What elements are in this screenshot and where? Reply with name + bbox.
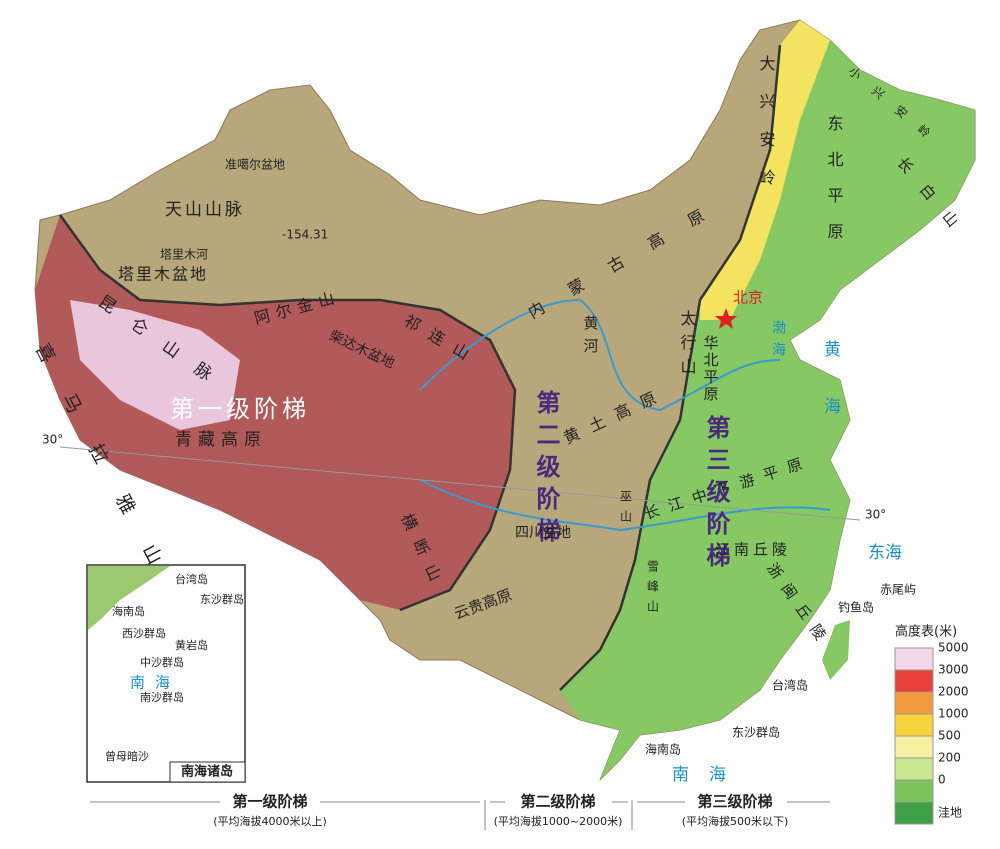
legend-swatch (894, 735, 934, 759)
legend-label: 1000 (938, 707, 969, 721)
label: 青藏高原 (175, 430, 267, 450)
inset-land (88, 566, 170, 630)
latitude-line (59, 446, 861, 521)
inset-title: 南海诸岛 (181, 764, 233, 780)
legend-swatch (894, 779, 934, 803)
label: 黄海 (820, 340, 841, 454)
label: 渤海 (770, 320, 786, 364)
legend-swatch (894, 757, 934, 781)
legend-label: 0 (938, 773, 946, 787)
step-name: 第二级阶梯 (520, 793, 595, 811)
inset-label: 南沙群岛 (140, 690, 184, 704)
label: 准噶尔盆地 (225, 157, 285, 172)
river (419, 298, 781, 412)
terrain (34, 19, 976, 781)
step-note: (平均海拔1000~2000米) (494, 814, 623, 828)
legend-swatch (894, 669, 934, 693)
label: 钓鱼岛 (838, 600, 874, 615)
label: 东北平原 (825, 115, 844, 259)
step-boundary (58, 214, 517, 612)
label: 巫山 (619, 490, 633, 530)
label: 北京 (733, 289, 763, 307)
legend-label: 3000 (938, 663, 969, 677)
label: 赤尾屿 (880, 583, 916, 597)
label: 30° (865, 508, 886, 522)
label: 雪峰山 (646, 560, 660, 620)
step-note: (平均海拔500米以下) (682, 814, 789, 828)
river (419, 479, 831, 532)
label: 第二级阶梯 (532, 389, 560, 550)
label: 塔里木河 (160, 248, 208, 262)
label: 东沙群岛 (732, 725, 780, 740)
label: 江南丘陵 (715, 541, 791, 559)
legend-title: 高度表(米) (895, 624, 957, 640)
label: -154.31 (282, 228, 328, 242)
step-name: 第一级阶梯 (232, 793, 307, 811)
label: 四川盆地 (515, 525, 571, 541)
legend-label: 500 (938, 729, 961, 743)
step-note: (平均海拔4000米以上) (213, 814, 327, 828)
label: 第三级阶梯 (702, 414, 730, 575)
inset-label: 曾母暗沙 (105, 749, 149, 763)
east-lowland (560, 20, 975, 780)
inset-title-box (169, 761, 246, 783)
inset-label: 台湾岛 (175, 572, 208, 586)
inset-label: 黄岩岛 (175, 638, 208, 652)
legend-swatch (894, 691, 934, 715)
inset-label: 中沙群岛 (140, 655, 184, 669)
inset-label: 南海 (130, 674, 180, 692)
legend-label: 5000 (938, 641, 969, 655)
step-boundary (559, 44, 782, 691)
label: 30° (42, 433, 63, 447)
taiwan (822, 620, 850, 680)
label: 华北平原 (702, 335, 720, 403)
northeast-upland (700, 20, 830, 320)
legend-label: 200 (938, 751, 961, 765)
label: 塔里木盆地 (118, 265, 208, 284)
label: 台湾岛 (772, 678, 808, 693)
label: 第一级阶梯 (170, 395, 310, 423)
step-name: 第三级阶梯 (697, 793, 772, 811)
legend-label: 2000 (938, 685, 969, 699)
inset-label: 海南岛 (112, 604, 145, 618)
inset-label: 西沙群岛 (122, 626, 166, 640)
beijing-star (715, 308, 737, 329)
inset-label: 东沙群岛 (200, 592, 244, 606)
label: 东海 (868, 543, 902, 563)
legend-swatch (894, 647, 934, 671)
steps-bar: 第一级阶梯 (平均海拔4000米以上) 第二级阶梯 (平均海拔1000~2000米) 第… (90, 793, 830, 830)
label: 太行山 (678, 310, 697, 382)
label: 南海 (672, 765, 746, 785)
label: 海南岛 (645, 742, 681, 757)
plateau-high (70, 300, 240, 430)
label: 黄河 (582, 315, 600, 361)
legend-swatch (894, 801, 934, 825)
plateau (35, 215, 515, 610)
legend-swatch (894, 713, 934, 737)
label: 大兴安岭 (757, 55, 776, 207)
label: 天山山脉 (165, 200, 245, 220)
legend-label: 洼地 (938, 806, 962, 820)
